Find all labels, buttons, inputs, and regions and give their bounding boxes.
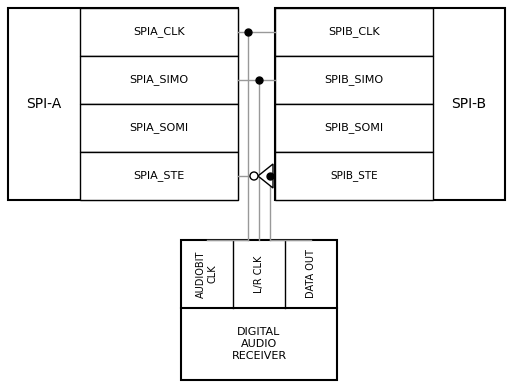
Text: L/R CLK: L/R CLK [254,255,264,292]
Text: SPIA_STE: SPIA_STE [133,170,184,181]
Text: SPIB_STE: SPIB_STE [330,170,378,181]
Bar [275,8,433,56]
Text: SPIA_SIMO: SPIA_SIMO [130,74,189,85]
Polygon shape [258,164,273,188]
Bar [275,152,433,200]
Bar [8,8,238,200]
Text: SPI-A: SPI-A [26,97,62,111]
Circle shape [250,172,258,180]
Text: SPIB_SOMI: SPIB_SOMI [324,122,383,133]
Bar [275,8,505,200]
Bar [275,104,433,152]
Bar [80,104,238,152]
Text: SPIA_CLK: SPIA_CLK [133,27,185,37]
Text: SPIB_SIMO: SPIB_SIMO [324,74,383,85]
Text: SPI-B: SPI-B [452,97,486,111]
Bar [181,240,337,380]
Bar [80,152,238,200]
Text: SPIB_CLK: SPIB_CLK [328,27,380,37]
Text: AUDIOBIT
CLK: AUDIOBIT CLK [196,250,218,298]
Bar [80,8,238,56]
Text: SPIA_SOMI: SPIA_SOMI [130,122,189,133]
Bar [275,56,433,104]
Bar [80,56,238,104]
Text: DIGITAL
AUDIO
RECEIVER: DIGITAL AUDIO RECEIVER [232,327,286,361]
Text: DATA OUT: DATA OUT [306,250,316,298]
